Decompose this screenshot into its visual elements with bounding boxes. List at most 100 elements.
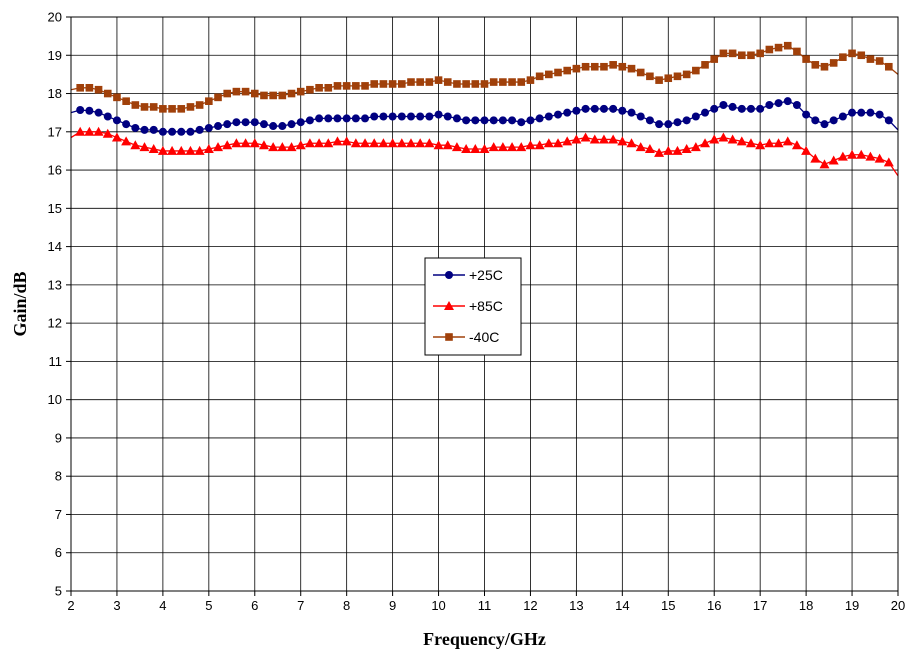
data-point [535, 72, 544, 81]
data-point [204, 123, 213, 132]
data-point [654, 147, 665, 157]
data-point [406, 112, 415, 121]
data-point [489, 78, 498, 86]
data-point [232, 87, 241, 96]
data-point [507, 142, 518, 152]
data-point [590, 62, 599, 71]
legend: +25C +85C -40C [424, 257, 522, 356]
data-point [829, 59, 838, 67]
data-point [140, 103, 149, 111]
data-point [324, 83, 333, 92]
data-point [250, 89, 259, 98]
data-point [811, 116, 820, 125]
data-point [709, 134, 720, 144]
data-point [810, 153, 821, 163]
data-point [572, 106, 581, 115]
data-point [765, 45, 774, 54]
data-point [839, 53, 847, 61]
data-point [148, 144, 159, 154]
x-tick-label: 20 [891, 598, 905, 613]
data-point [664, 120, 673, 129]
data-point [352, 82, 360, 90]
data-point [755, 140, 766, 150]
data-point [479, 144, 490, 154]
data-point [617, 136, 628, 146]
data-point [333, 114, 342, 123]
data-point [701, 108, 710, 117]
data-point [599, 104, 608, 113]
data-point [489, 116, 498, 125]
data-point [672, 145, 683, 155]
y-tick-label: 15 [48, 201, 62, 216]
y-axis-ticks: 5 6 7 8 9 10 11 12 13 14 15 16 17 18 19 20 [48, 10, 71, 599]
data-point [214, 122, 223, 131]
data-point [398, 80, 406, 88]
data-point [589, 134, 600, 144]
data-point [168, 105, 176, 113]
data-point [342, 114, 351, 123]
data-point [369, 138, 380, 148]
y-tick-label: 12 [48, 316, 62, 331]
x-tick-label: 13 [569, 598, 583, 613]
x-tick-label: 17 [753, 598, 767, 613]
legend-marker [444, 301, 454, 310]
data-point [737, 104, 746, 113]
data-point [405, 138, 416, 148]
data-point [324, 114, 333, 123]
data-point [177, 105, 186, 113]
data-point [387, 138, 398, 148]
data-point [572, 64, 581, 73]
data-point [499, 78, 507, 86]
data-point [286, 142, 297, 152]
data-point [277, 142, 288, 152]
y-tick-label: 17 [48, 124, 62, 139]
data-point [562, 136, 573, 146]
data-point [681, 144, 692, 154]
data-point [645, 116, 654, 125]
data-point [470, 144, 481, 154]
data-point [194, 145, 205, 155]
data-point [315, 114, 324, 123]
data-point [306, 85, 314, 94]
data-point [370, 112, 379, 121]
x-tick-label: 11 [478, 598, 492, 613]
y-tick-label: 20 [48, 10, 62, 25]
data-point [131, 101, 140, 109]
data-point [590, 104, 599, 113]
data-point [793, 47, 801, 56]
data-point [746, 104, 755, 113]
x-tick-label: 7 [297, 598, 304, 613]
data-point [673, 118, 682, 127]
data-point [396, 138, 407, 148]
data-point [93, 126, 104, 136]
y-tick-label: 10 [48, 392, 62, 407]
data-point [756, 49, 764, 58]
data-point [304, 138, 315, 148]
data-point [453, 80, 461, 88]
data-point [75, 126, 86, 136]
data-point [857, 51, 866, 60]
data-point [875, 110, 884, 119]
x-tick-label: 19 [845, 598, 859, 613]
y-tick-label: 13 [48, 277, 62, 292]
data-point [792, 101, 801, 110]
data-point [185, 145, 196, 155]
legend-label: +85C [469, 298, 503, 314]
data-point [287, 89, 296, 98]
data-point [157, 145, 168, 155]
data-point [241, 87, 250, 96]
data-point [149, 125, 158, 134]
data-point [121, 136, 132, 146]
data-point [608, 134, 619, 144]
data-point [875, 57, 884, 65]
data-point [756, 104, 765, 113]
data-point [701, 61, 709, 69]
data-point [370, 80, 379, 88]
data-point [517, 78, 526, 86]
data-point [287, 120, 296, 129]
y-tick-label: 6 [55, 545, 62, 560]
data-point [94, 85, 103, 94]
x-tick-label: 15 [661, 598, 675, 613]
data-point [545, 70, 553, 79]
